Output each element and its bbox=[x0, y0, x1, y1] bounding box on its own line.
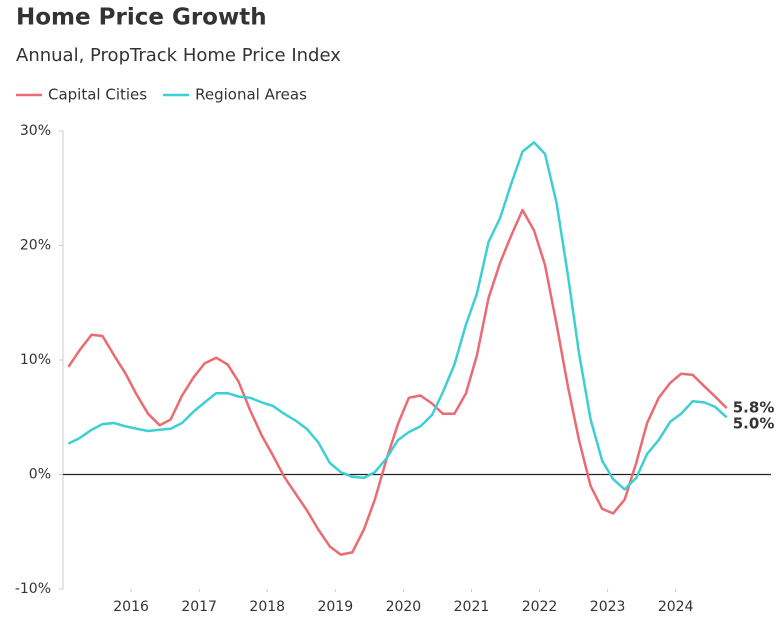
legend-label: Capital Cities bbox=[48, 86, 147, 104]
x-tick-label: 2018 bbox=[249, 599, 285, 615]
x-tick-label: 2017 bbox=[181, 599, 217, 615]
end-label: 5.8% bbox=[733, 399, 775, 417]
y-tick-label: 30% bbox=[20, 123, 51, 139]
y-tick-label: 10% bbox=[20, 352, 51, 368]
legend-label: Regional Areas bbox=[195, 86, 307, 104]
x-tick-label: 2020 bbox=[386, 599, 422, 615]
x-tick-label: 2024 bbox=[658, 599, 694, 615]
x-tick-label: 2023 bbox=[590, 599, 626, 615]
y-tick-label: -10% bbox=[15, 581, 51, 597]
x-tick-label: 2022 bbox=[522, 599, 558, 615]
chart-subtitle: Annual, PropTrack Home Price Index bbox=[16, 45, 341, 66]
x-tick-label: 2021 bbox=[454, 599, 490, 615]
x-tick-label: 2019 bbox=[317, 599, 353, 615]
y-tick-label: 20% bbox=[20, 238, 51, 254]
chart-title: Home Price Growth bbox=[16, 5, 267, 31]
series-line bbox=[67, 141, 728, 491]
y-tick-label: 0% bbox=[29, 467, 51, 483]
x-tick-label: 2016 bbox=[113, 599, 149, 615]
series-line bbox=[67, 208, 728, 556]
end-label: 5.0% bbox=[733, 415, 775, 433]
